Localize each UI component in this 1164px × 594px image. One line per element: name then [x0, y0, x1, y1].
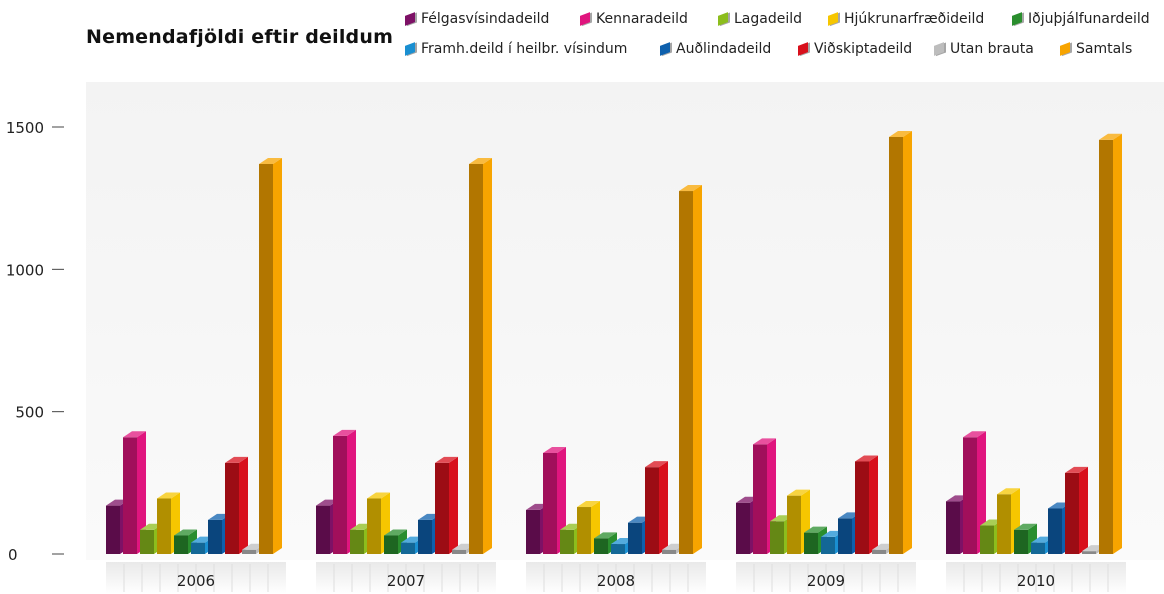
bar: [679, 185, 702, 555]
legend-label: Lagadeild: [734, 11, 803, 27]
bar: [259, 158, 282, 555]
bar: [1099, 133, 1122, 554]
legend-item: Hjúkrunarfræðideild: [828, 11, 984, 27]
legend-label: Kennaradeild: [596, 11, 688, 27]
bar: [333, 429, 356, 554]
legend-label: Auðlindadeild: [676, 41, 772, 57]
legend-label: Félgasvísindadeild: [421, 11, 550, 27]
bar: [855, 455, 878, 554]
x-tick-label: 2009: [807, 572, 845, 590]
y-tick-label: 1000: [6, 261, 44, 279]
legend-label: Viðskiptadeild: [814, 41, 913, 57]
legend: Félgasvísindadeild Kennaradeild Lagadeild H…: [0, 0, 1164, 70]
legend-item: Samtals: [1060, 41, 1132, 57]
bar: [577, 501, 600, 554]
legend-label: Hjúkrunarfræðideild: [844, 11, 985, 27]
bar: [1065, 466, 1088, 554]
legend-item: Utan brauta: [934, 41, 1034, 57]
chart-title: Nemendafjöldi eftir deildum: [86, 26, 394, 48]
legend-item: Auðlindadeild: [660, 41, 771, 57]
bar: [123, 431, 146, 554]
legend-label: Utan brauta: [950, 41, 1034, 57]
bar: [963, 431, 986, 554]
x-tick-label: 2010: [1017, 572, 1055, 590]
x-tick-label: 2006: [177, 572, 215, 590]
y-tick-label: 1500: [6, 119, 44, 137]
x-tick-label: 2007: [387, 572, 425, 590]
legend-label: Samtals: [1076, 41, 1133, 57]
bar: [645, 461, 668, 554]
bar: [889, 130, 912, 555]
legend-label: Iðjuþjálfunardeild: [1028, 11, 1150, 27]
legend-item: Félgasvísindadeild: [405, 11, 549, 27]
bar: [435, 456, 458, 554]
bar: [225, 456, 248, 554]
legend-item: Viðskiptadeild: [798, 41, 912, 57]
legend-item: Framh.deild í heilbr. vísindum: [405, 41, 627, 57]
x-tick-label: 2008: [597, 572, 635, 590]
legend-item: Lagadeild: [718, 11, 802, 27]
y-tick-label: 0: [8, 546, 18, 564]
bar: [543, 446, 566, 554]
y-tick-label: 500: [15, 404, 44, 422]
legend-item: Iðjuþjálfunardeild: [1012, 11, 1150, 27]
legend-label: Framh.deild í heilbr. vísindum: [421, 41, 628, 57]
legend-item: Kennaradeild: [580, 11, 688, 27]
bar: [1014, 523, 1037, 554]
bar: [469, 158, 492, 555]
